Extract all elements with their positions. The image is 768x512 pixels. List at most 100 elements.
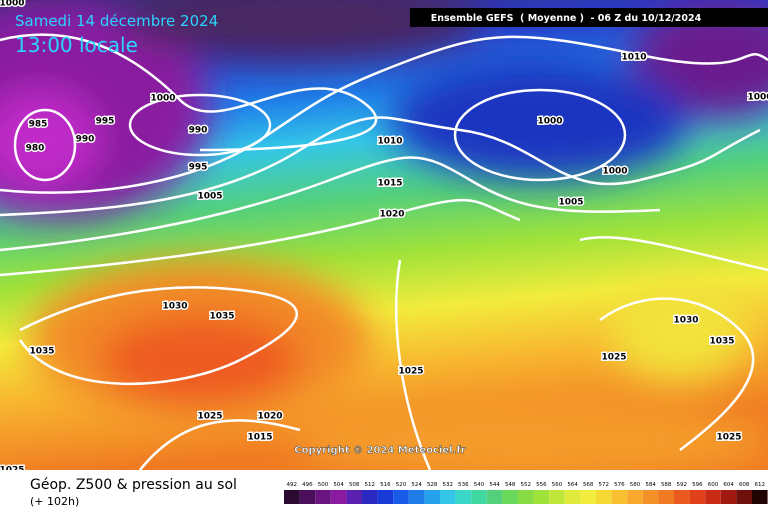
scale-swatch bbox=[627, 490, 643, 504]
scale-swatch bbox=[658, 490, 674, 504]
scale-label: 556 bbox=[536, 482, 547, 488]
scale-label: 600 bbox=[708, 482, 719, 488]
scale-swatch bbox=[596, 490, 612, 504]
color-scale: 492 496 500 504 508 512 516 520 524 528 532 536 540 5… bbox=[284, 482, 768, 504]
scale-label: 504 bbox=[333, 482, 344, 488]
isobar-label: 1000 bbox=[602, 167, 627, 177]
scale-swatch bbox=[674, 490, 690, 504]
isobar-label: 1025 bbox=[398, 367, 423, 377]
scale-swatch bbox=[752, 490, 768, 504]
scale-label: 604 bbox=[723, 482, 734, 488]
scale-label: 512 bbox=[365, 482, 376, 488]
scale-swatch bbox=[346, 490, 362, 504]
scale-label: 544 bbox=[489, 482, 500, 488]
footer-lead: (+ 102h) bbox=[30, 495, 79, 508]
scale-swatch bbox=[502, 490, 518, 504]
scale-swatch bbox=[393, 490, 409, 504]
scale-label: 580 bbox=[630, 482, 641, 488]
scale-swatch bbox=[408, 490, 425, 504]
isobar-label: 990 bbox=[76, 135, 95, 145]
scale-swatch bbox=[362, 490, 378, 504]
scale-swatch bbox=[377, 490, 394, 504]
scale-label: 540 bbox=[474, 482, 485, 488]
run-banner bbox=[410, 8, 768, 27]
isobar-label: 1035 bbox=[29, 347, 54, 357]
isobar-label: 1015 bbox=[247, 433, 272, 443]
run-info: Ensemble GEFS ( Moyenne ) - 06 Z du 10/1… bbox=[431, 13, 702, 24]
isobar-label: 995 bbox=[189, 163, 208, 173]
scale-swatch bbox=[299, 490, 316, 504]
scale-label: 548 bbox=[505, 482, 516, 488]
scale-swatch bbox=[284, 490, 300, 504]
isobar-label: 1000 bbox=[747, 93, 768, 103]
scale-label: 576 bbox=[614, 482, 625, 488]
isobar-label: 990 bbox=[189, 126, 208, 136]
isobar-label: 1005 bbox=[558, 198, 583, 208]
scale-label: 536 bbox=[458, 482, 469, 488]
scale-label: 528 bbox=[427, 482, 438, 488]
isobar-label: 1000 bbox=[0, 0, 25, 9]
scale-label: 588 bbox=[661, 482, 672, 488]
scale-label: 516 bbox=[380, 482, 391, 488]
scale-swatch bbox=[315, 490, 331, 504]
scale-swatch bbox=[518, 490, 534, 504]
isobars bbox=[0, 33, 768, 471]
isobar-label: 1025 bbox=[601, 353, 626, 363]
time: 13:00 locale bbox=[15, 33, 138, 57]
isobar-label: 1000 bbox=[150, 94, 175, 104]
isobar-label: 1010 bbox=[621, 53, 646, 63]
scale-swatch bbox=[330, 490, 347, 504]
scale-label: 524 bbox=[411, 482, 422, 488]
scale-label: 572 bbox=[599, 482, 610, 488]
scale-swatch bbox=[689, 490, 706, 504]
scale-swatch bbox=[580, 490, 596, 504]
scale-swatch bbox=[455, 490, 472, 504]
scale-label: 552 bbox=[521, 482, 532, 488]
scale-label: 612 bbox=[755, 482, 766, 488]
isobar-label: 1035 bbox=[209, 312, 234, 322]
isobar-label: 1005 bbox=[197, 192, 222, 202]
isobar-label: 985 bbox=[29, 120, 48, 130]
copyright: Copyright © 2024 Meteociel.fr bbox=[294, 445, 465, 456]
isobar-label: 1000 bbox=[537, 117, 562, 127]
scale-label: 596 bbox=[692, 482, 703, 488]
scale-label: 564 bbox=[567, 482, 578, 488]
scale-swatch bbox=[533, 490, 550, 504]
scale-label: 492 bbox=[287, 482, 298, 488]
scale-label: 496 bbox=[302, 482, 313, 488]
scale-swatch bbox=[549, 490, 565, 504]
scale-label: 568 bbox=[583, 482, 594, 488]
scale-swatch bbox=[440, 490, 456, 504]
scale-swatch bbox=[705, 490, 721, 504]
footer-title: Géop. Z500 & pression au sol bbox=[30, 477, 237, 493]
map-background bbox=[0, 0, 768, 480]
isobar-label: 1030 bbox=[162, 302, 187, 312]
isobar-label: 1035 bbox=[709, 337, 734, 347]
scale-swatch bbox=[471, 490, 487, 504]
scale-swatch bbox=[486, 490, 503, 504]
scale-label: 500 bbox=[318, 482, 329, 488]
scale-swatch bbox=[642, 490, 659, 504]
scale-label: 520 bbox=[396, 482, 407, 488]
isobar-label: 995 bbox=[96, 117, 115, 127]
scale-swatch bbox=[736, 490, 752, 504]
scale-swatch bbox=[720, 490, 737, 504]
scale-label: 592 bbox=[677, 482, 688, 488]
date: Samedi 14 décembre 2024 bbox=[15, 12, 218, 30]
isobar-label: 1020 bbox=[257, 412, 282, 422]
scale-swatch bbox=[611, 490, 628, 504]
isobar-label: 1010 bbox=[377, 137, 402, 147]
scale-label: 584 bbox=[645, 482, 656, 488]
isobar-label: 1020 bbox=[379, 210, 404, 220]
scale-swatch bbox=[424, 490, 440, 504]
isobar-label: 1025 bbox=[197, 412, 222, 422]
scale-label: 508 bbox=[349, 482, 360, 488]
isobar-label: 1025 bbox=[716, 433, 741, 443]
scale-label: 608 bbox=[739, 482, 750, 488]
isobar-label: 1015 bbox=[377, 179, 402, 189]
isobar-label: 1030 bbox=[673, 316, 698, 326]
scale-label: 532 bbox=[443, 482, 454, 488]
scale-label: 560 bbox=[552, 482, 563, 488]
isobar-label: 980 bbox=[26, 144, 45, 154]
